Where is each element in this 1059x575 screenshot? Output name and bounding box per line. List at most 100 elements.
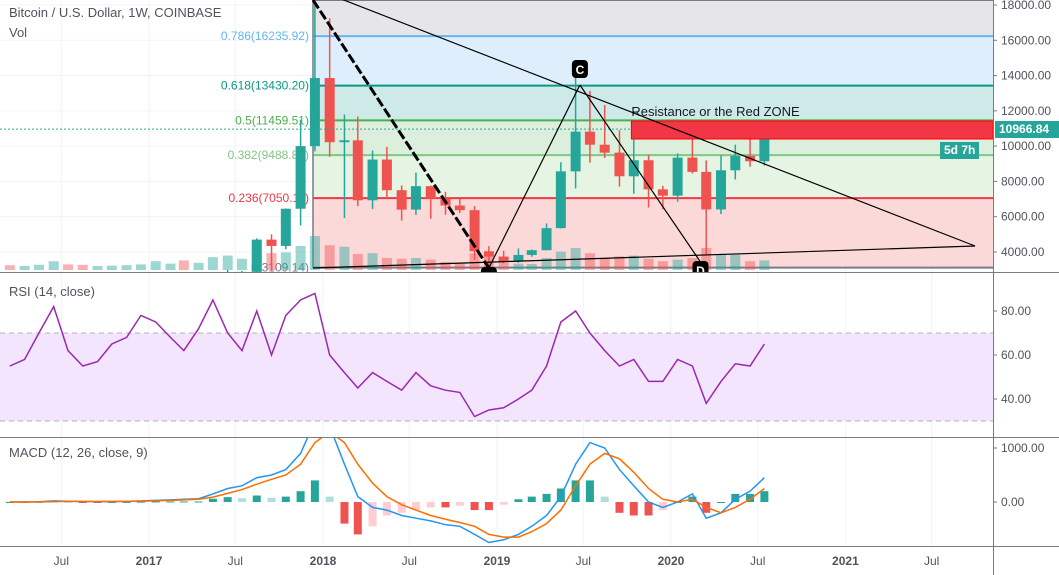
trend-line[interactable] — [312, 245, 976, 269]
rsi-axis-label: 60.00 — [1001, 348, 1031, 362]
time-axis-label: Jul — [402, 554, 417, 568]
macd-histogram-bar — [325, 496, 334, 502]
rsi-pane — [0, 292, 993, 422]
macd-histogram-bar — [340, 502, 349, 524]
fib-level-label: 0.5(11459.51) — [235, 113, 309, 127]
volume-bar — [207, 257, 218, 270]
macd-pane — [5, 438, 769, 544]
candle-body — [295, 146, 306, 209]
time-axis-label: 2021 — [832, 554, 859, 568]
macd-legend: MACD (12, 26, close, 9) — [9, 445, 148, 460]
macd-histogram-bar — [658, 502, 667, 511]
candle-body — [107, 310, 117, 312]
volume-bar — [178, 260, 189, 270]
volume-bar — [599, 258, 610, 270]
candle-body — [687, 157, 698, 172]
volume-bar — [715, 254, 726, 270]
candle-body — [151, 305, 161, 306]
volume-bar — [121, 265, 132, 270]
volume-bar — [106, 265, 117, 270]
macd-histogram-bar — [310, 480, 319, 502]
price-axis-label: 4000.00 — [1001, 245, 1045, 259]
candle-body — [179, 302, 189, 304]
rsi-axis-label: 40.00 — [1001, 392, 1031, 406]
macd-histogram-bar — [63, 501, 72, 503]
macd-histogram-bar — [252, 495, 261, 502]
time-axis-label: Jul — [750, 554, 765, 568]
macd-histogram-bar — [644, 502, 653, 516]
fib-level-label: 0(3109.14) — [251, 261, 309, 275]
volume-bar — [687, 258, 698, 270]
volume-bar — [584, 253, 595, 270]
macd-histogram-bar — [107, 502, 116, 503]
bar-countdown-tag: 5d 7h — [940, 142, 980, 159]
macd-histogram-bar — [78, 502, 87, 503]
candle-body — [223, 279, 233, 282]
rsi-legend: RSI (14, close) — [9, 284, 95, 299]
candle-body — [63, 311, 73, 312]
point-marker[interactable] — [571, 59, 588, 78]
price-axis-label: 12000.00 — [1001, 104, 1051, 118]
fib-band — [312, 85, 993, 121]
macd-histogram-bar — [542, 493, 551, 502]
macd-histogram-bar — [179, 501, 188, 503]
trend-line[interactable] — [316, 0, 976, 247]
macd-histogram-bar — [368, 502, 377, 527]
volume-bar — [657, 261, 668, 270]
macd-histogram-bar — [267, 497, 276, 502]
candle-body — [266, 239, 277, 246]
fib-level-label: 0.236(7050.11) — [228, 191, 309, 205]
fib-level-label: 0.618(13430.20) — [221, 79, 309, 93]
candle-body — [657, 189, 668, 196]
macd-histogram-bar — [615, 502, 624, 513]
candle-body — [381, 159, 392, 191]
volume-bar — [614, 256, 625, 270]
candle-body — [715, 170, 726, 210]
volume-bar — [19, 266, 30, 270]
volume-bar — [701, 248, 712, 270]
time-axis-label: 2020 — [658, 554, 685, 568]
candles — [0, 0, 993, 313]
candle-body — [643, 160, 654, 190]
volume-bar — [672, 259, 683, 270]
candle-body — [498, 256, 509, 262]
fib-level-label: 0.382(9488.82) — [228, 148, 309, 162]
trend-line[interactable] — [311, 0, 491, 269]
drawings[interactable]: Resistance or the Red ZONE C D — [311, 0, 993, 285]
macd-histogram-bar — [484, 502, 493, 511]
time-axis-label: Jul — [924, 554, 939, 568]
macd-histogram-bar — [166, 501, 175, 503]
rsi-line — [9, 292, 766, 418]
volume-bar — [381, 258, 392, 270]
fib-band — [312, 0, 993, 37]
fib-band — [312, 36, 993, 86]
resistance-zone-label: Resistance or the Red ZONE — [631, 104, 800, 119]
volume-bar — [33, 264, 44, 270]
macd-histogram-bar — [514, 499, 523, 502]
candle-body — [78, 312, 88, 313]
point-marker[interactable] — [692, 260, 709, 279]
macd-histogram-bar — [122, 501, 131, 503]
macd-histogram-bar — [411, 502, 420, 511]
macd-histogram-bar — [527, 496, 536, 502]
macd-histogram-bar — [151, 501, 160, 503]
macd-histogram-bar — [426, 502, 435, 508]
candle-body — [483, 251, 494, 257]
macd-histogram-bar — [585, 480, 594, 502]
trend-line[interactable] — [579, 84, 701, 263]
point-marker[interactable] — [480, 266, 497, 285]
candle-body — [122, 309, 132, 310]
macd-histogram-bar — [571, 480, 580, 502]
time-axis-label: 2019 — [484, 554, 511, 568]
rsi-band — [0, 333, 993, 421]
candle-body — [513, 254, 524, 262]
macd-histogram-bar — [93, 502, 102, 503]
candle-body — [236, 271, 247, 272]
macd-histogram-bar — [397, 502, 406, 513]
macd-histogram-bar — [716, 502, 725, 503]
volume-bar — [295, 246, 306, 270]
candle-body — [352, 140, 363, 201]
trend-line[interactable] — [488, 84, 581, 269]
